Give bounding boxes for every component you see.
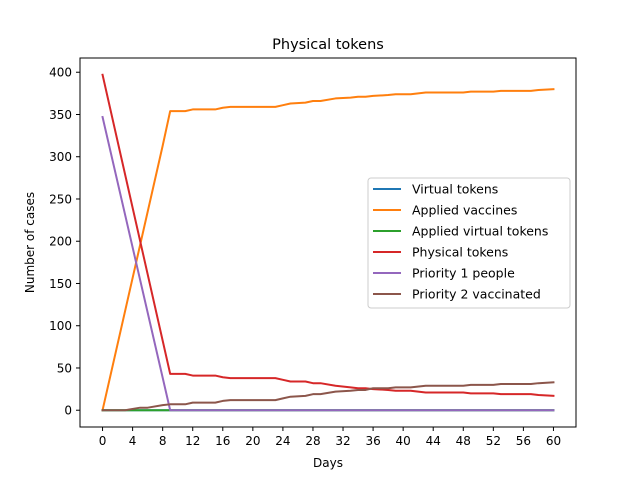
x-tick-label: 60 xyxy=(546,434,561,448)
chart-title: Physical tokens xyxy=(272,37,384,53)
x-tick-label: 36 xyxy=(365,434,380,448)
y-tick-label: 150 xyxy=(49,277,72,291)
x-tick-label: 4 xyxy=(129,434,137,448)
legend-box xyxy=(367,177,571,309)
x-tick-label: 32 xyxy=(335,434,350,448)
y-tick-label: 250 xyxy=(49,192,72,206)
x-tick-label: 16 xyxy=(215,434,230,448)
series-line-1 xyxy=(101,88,555,412)
legend-label-1: Applied vaccines xyxy=(412,203,517,218)
legend-label-3: Physical tokens xyxy=(412,245,508,260)
y-tick-label: 50 xyxy=(57,361,72,375)
x-tick-label: 40 xyxy=(396,434,411,448)
y-tick-label: 300 xyxy=(49,150,72,164)
x-tick-label: 20 xyxy=(245,434,260,448)
legend-label-5: Priority 2 vaccinated xyxy=(412,287,541,302)
series-line-3 xyxy=(101,73,555,397)
axis-ticks: 0 4 8 12 16 20 24 28 32 36 40 44 48 52 56 6005010015020… xyxy=(49,66,561,448)
x-tick-label: 28 xyxy=(305,434,320,448)
legend-label-2: Applied virtual tokens xyxy=(412,224,548,239)
x-axis-label: Days xyxy=(313,456,343,470)
plot-frame xyxy=(79,57,577,428)
x-tick-label: 24 xyxy=(275,434,290,448)
x-tick-label: 0 xyxy=(99,434,107,448)
y-tick-label: 200 xyxy=(49,235,72,249)
y-tick-label: 0 xyxy=(64,404,72,418)
y-tick-label: 100 xyxy=(49,319,72,333)
x-tick-label: 56 xyxy=(516,434,531,448)
x-tick-label: 48 xyxy=(456,434,471,448)
y-tick-label: 350 xyxy=(49,108,72,122)
plot-area xyxy=(101,73,555,412)
x-tick-label: 44 xyxy=(426,434,441,448)
x-tick-label: 8 xyxy=(159,434,167,448)
y-axis-label: Number of cases xyxy=(23,192,37,293)
y-tick-label: 400 xyxy=(49,66,72,80)
series-line-5 xyxy=(101,381,555,412)
series-line-4 xyxy=(101,115,555,412)
legend: Virtual tokens Applied vaccines Applied vi… xyxy=(367,177,571,309)
x-tick-label: 52 xyxy=(486,434,501,448)
legend-label-4: Priority 1 people xyxy=(412,266,515,281)
x-tick-label: 12 xyxy=(185,434,200,448)
legend-label-0: Virtual tokens xyxy=(412,182,498,197)
